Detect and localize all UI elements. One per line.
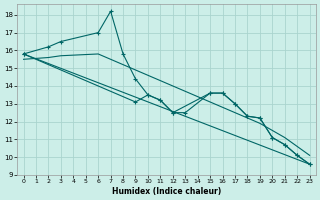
X-axis label: Humidex (Indice chaleur): Humidex (Indice chaleur) <box>112 187 221 196</box>
